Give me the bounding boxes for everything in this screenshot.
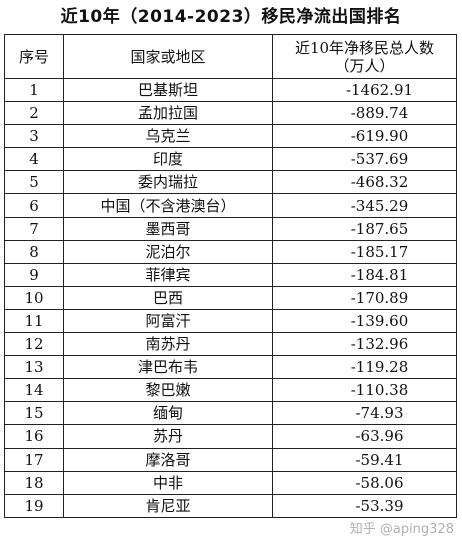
row-rank: 2: [4, 101, 64, 126]
row-rank: 16: [4, 424, 64, 449]
table-row: 14 黎巴嫩 -110.38: [4, 378, 457, 403]
table-row: 8 泥泊尔 -185.17: [4, 239, 457, 264]
row-value: -74.93: [272, 401, 457, 426]
table-row: 12 南苏丹 -132.96: [4, 332, 457, 357]
row-country: 缅甸: [63, 401, 273, 426]
row-rank: 19: [4, 493, 64, 518]
row-value: -185.17: [272, 239, 457, 264]
table-row: 4 印度 -537.69: [4, 147, 457, 172]
row-country: 阿富汗: [63, 308, 273, 334]
row-value: -58.06: [272, 470, 457, 495]
row-rank: 13: [4, 355, 64, 380]
row-value: -468.32: [272, 170, 457, 195]
row-value: -184.81: [272, 262, 457, 287]
row-country: 巴基斯坦: [63, 77, 273, 103]
row-rank: 8: [4, 239, 64, 264]
header-rank: 序号: [4, 34, 64, 79]
table-row: 17 摩洛哥 -59.41: [4, 447, 457, 472]
table-row: 19 肯尼亚 -53.39: [4, 493, 457, 518]
row-country: 中非: [63, 470, 273, 495]
row-rank: 3: [4, 124, 64, 149]
row-value: -187.65: [272, 216, 457, 241]
table-header-row: 序号 国家或地区 近10年净移民总人数 （万人）: [4, 34, 457, 79]
row-rank: 18: [4, 470, 64, 495]
row-country: 委内瑞拉: [63, 170, 273, 195]
table-row: 18 中非 -58.06: [4, 470, 457, 495]
header-value-line2: （万人）: [334, 56, 395, 75]
table-row: 11 阿富汗 -139.60: [4, 308, 457, 334]
row-country: 孟加拉国: [63, 101, 273, 126]
row-value: -1462.91: [272, 77, 457, 103]
row-value: -119.28: [272, 355, 457, 380]
row-country: 摩洛哥: [63, 447, 273, 472]
row-rank: 14: [4, 378, 64, 403]
table-row: 10 巴西 -170.89: [4, 285, 457, 310]
row-country: 印度: [63, 147, 273, 172]
row-country: 巴西: [63, 285, 273, 310]
row-country: 墨西哥: [63, 216, 273, 241]
row-country: 菲律宾: [63, 262, 273, 287]
emigration-ranking-table: 序号 国家或地区 近10年净移民总人数 （万人） 1 巴基斯坦 -1462.91 2 孟…: [4, 34, 457, 518]
row-country: 泥泊尔: [63, 239, 273, 264]
table-row: 6 中国（不含港澳台） -345.29: [4, 193, 457, 218]
row-rank: 4: [4, 147, 64, 172]
table-row: 1 巴基斯坦 -1462.91: [4, 77, 457, 103]
row-value: -110.38: [272, 378, 457, 403]
row-rank: 5: [4, 170, 64, 195]
row-value: -63.96: [272, 424, 457, 449]
row-rank: 6: [4, 193, 64, 218]
row-rank: 11: [4, 308, 64, 334]
row-rank: 7: [4, 216, 64, 241]
row-value: -132.96: [272, 332, 457, 357]
watermark: 知乎 @aping328: [349, 522, 454, 537]
table-row: 9 菲律宾 -184.81: [4, 262, 457, 287]
table-row: 16 苏丹 -63.96: [4, 424, 457, 449]
row-rank: 17: [4, 447, 64, 472]
page-title: 近10年（2014-2023）移民净流出国排名: [60, 7, 402, 27]
row-country: 南苏丹: [63, 332, 273, 357]
row-country: 肯尼亚: [63, 493, 273, 518]
row-value: -139.60: [272, 308, 457, 334]
table-row: 7 墨西哥 -187.65: [4, 216, 457, 241]
row-rank: 10: [4, 285, 64, 310]
header-value-line1: 近10年净移民总人数: [294, 38, 435, 57]
row-value: -537.69: [272, 147, 457, 172]
row-value: -170.89: [272, 285, 457, 310]
row-value: -345.29: [272, 193, 457, 218]
table-row: 13 津巴布韦 -119.28: [4, 355, 457, 380]
table-body: 1 巴基斯坦 -1462.91 2 孟加拉国 -889.74 3 乌克兰 -619.90 4 印度 -…: [4, 77, 457, 518]
row-value: -619.90: [272, 124, 457, 149]
row-rank: 15: [4, 401, 64, 426]
table-row: 15 缅甸 -74.93: [4, 401, 457, 426]
row-value: -53.39: [272, 493, 457, 518]
table-row: 5 委内瑞拉 -468.32: [4, 170, 457, 195]
row-country: 黎巴嫩: [63, 378, 273, 403]
row-country: 中国（不含港澳台）: [63, 193, 273, 218]
row-rank: 9: [4, 262, 64, 287]
row-country: 乌克兰: [63, 124, 273, 149]
table-row: 2 孟加拉国 -889.74: [4, 101, 457, 126]
header-value: 近10年净移民总人数 （万人）: [272, 34, 457, 79]
row-rank: 12: [4, 332, 64, 357]
row-value: -59.41: [272, 447, 457, 472]
row-country: 津巴布韦: [63, 355, 273, 380]
row-country: 苏丹: [63, 424, 273, 449]
header-country: 国家或地区: [63, 34, 273, 79]
row-rank: 1: [4, 77, 64, 103]
table-row: 3 乌克兰 -619.90: [4, 124, 457, 149]
row-value: -889.74: [272, 101, 457, 126]
